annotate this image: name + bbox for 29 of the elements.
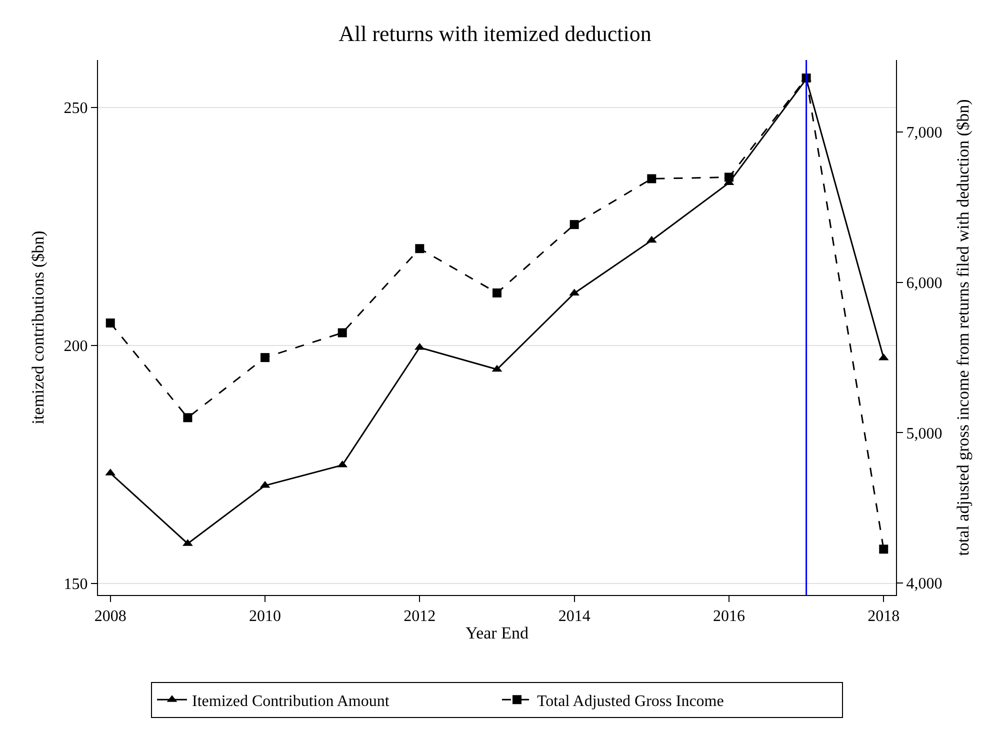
legend-label: Total Adjusted Gross Income — [537, 692, 724, 710]
y-tick-label: 250 — [64, 100, 88, 118]
point — [724, 172, 734, 182]
y2-axis-title: total adjusted gross income from returns filed with deduction ($bn) — [954, 99, 973, 556]
y2-tick-label: 5,000 — [906, 425, 942, 442]
point — [647, 174, 656, 184]
chart-title: All returns with itemized deduction — [338, 20, 652, 46]
y-tick-label: 200 — [64, 338, 88, 356]
y2-tick-label: 4,000 — [906, 576, 942, 593]
point — [260, 353, 270, 362]
point — [415, 244, 424, 254]
point — [492, 288, 502, 298]
x-tick-label: 2008 — [94, 608, 126, 626]
x-tick-label: 2010 — [249, 608, 282, 626]
point — [106, 318, 115, 328]
y-tick-label: 150 — [64, 576, 88, 594]
point — [879, 544, 888, 554]
y2-tick-label: 6,000 — [906, 275, 942, 292]
point — [183, 413, 192, 422]
point — [570, 220, 579, 230]
x-tick-label: 2016 — [712, 608, 745, 626]
x-tick-label: 2012 — [404, 608, 436, 626]
legend-label: Itemized Contribution Amount — [192, 692, 390, 710]
x-axis-title: Year End — [466, 624, 529, 643]
x-tick-label: 2014 — [558, 608, 590, 626]
y-axis-title: itemized contributions ($bn) — [28, 230, 48, 424]
point — [338, 328, 347, 338]
x-tick-label: 2018 — [868, 608, 900, 626]
y2-tick-label: 7,000 — [906, 124, 942, 142]
